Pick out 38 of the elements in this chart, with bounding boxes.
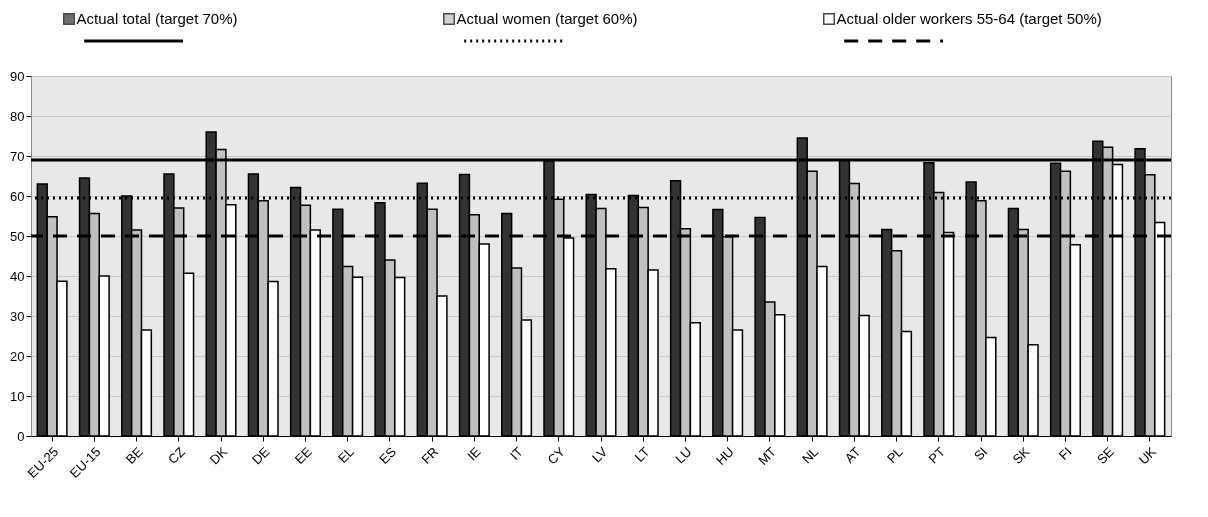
x-tick-label: CZ [165,444,188,467]
y-tick-label: 10 [10,388,25,404]
y-tick-label: 0 [17,428,25,444]
y-tick-label: 90 [10,68,25,84]
legend-label: Actual women (target 60%) [456,10,638,27]
y-tick-label: 50 [10,228,25,244]
y-tick-label: 40 [10,268,25,284]
x-tick-label: SK [1009,443,1033,467]
x-tick-label: ES [376,443,400,467]
x-tick-label: LT [631,444,653,465]
x-tick-label: IT [506,444,526,463]
y-tick-label: 70 [10,148,25,164]
x-tick-label: UK [1135,443,1160,468]
x-tick-label: SI [970,444,991,464]
x-tick-label: LV [589,443,611,466]
x-tick-label: EL [335,444,357,466]
x-tick-label: IE [464,443,484,464]
x-tick-label: SE [1093,443,1118,467]
x-tick-label: DK [206,443,231,468]
x-tick-label: LU [672,444,695,467]
legend-label: Actual older workers 55-64 (target 50%) [836,10,1102,27]
x-tick-label: CY [544,443,569,468]
x-tick-label: FR [418,444,442,467]
y-tick-label: 30 [10,308,25,324]
y-tick-label: 20 [10,348,25,364]
x-tick-label: NL [798,444,822,467]
y-tick-label: 80 [10,108,25,124]
x-tick-label: EE [291,443,315,467]
legend-label: Actual total (target 70%) [76,10,238,27]
x-tick-label: MT [755,444,780,468]
x-tick-label: FI [1055,444,1075,463]
x-tick-label: PT [925,444,948,467]
x-tick-label: PL [883,444,906,466]
y-tick-label: 60 [10,188,25,204]
x-tick-label: BE [122,443,146,467]
x-tick-label: DE [249,443,273,468]
x-tick-label: HU [712,444,737,468]
x-tick-label: AT [841,444,864,466]
